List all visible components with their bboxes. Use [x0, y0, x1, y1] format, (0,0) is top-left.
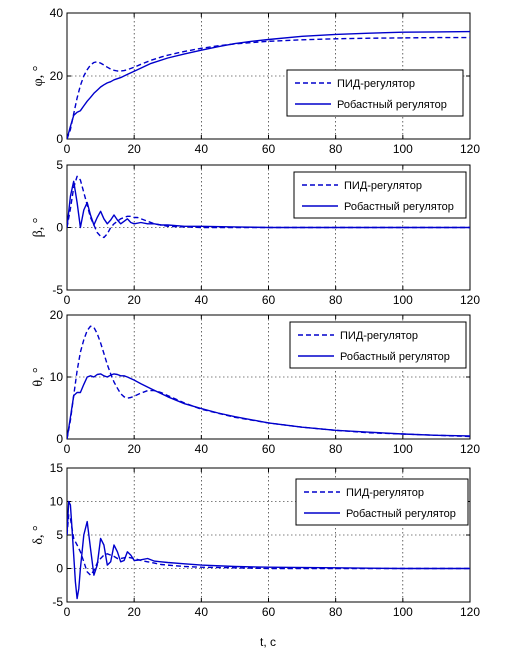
x-tick-label: 20 — [127, 142, 141, 156]
x-tick-label: 120 — [460, 442, 480, 456]
y-tick-label: 0 — [56, 432, 63, 446]
legend-entry: ПИД-регулятор — [346, 487, 424, 499]
x-tick-label: 20 — [127, 442, 141, 456]
y-axis-label: δ, ° — [31, 525, 46, 544]
x-tick-label: 100 — [393, 442, 413, 456]
legend-box — [286, 69, 464, 117]
legend-entry: Робастный регулятор — [337, 99, 447, 111]
legend: ПИД-регулятор Робастный регулятор — [293, 171, 467, 219]
legend-box — [295, 478, 469, 526]
x-tick-label: 20 — [127, 605, 141, 619]
x-tick-label: 100 — [393, 293, 413, 307]
y-axis-label: θ, ° — [31, 367, 46, 386]
x-tick-label: 40 — [195, 442, 209, 456]
y-tick-label: 0 — [56, 132, 63, 146]
y-tick-label: 10 — [50, 370, 64, 384]
series-line-robust — [67, 30, 470, 139]
y-axis-label: β, ° — [31, 218, 46, 238]
legend-entry: ПИД-регулятор — [337, 78, 415, 90]
series-line-robust — [67, 500, 470, 600]
x-tick-label: 40 — [195, 605, 209, 619]
y-tick-label: 20 — [50, 69, 64, 83]
chart-panel-3: 0 20 40 60 80 100 120 0 10 20 θ, ° ПИД-регулятор Роб… — [31, 308, 480, 456]
x-tick-label: 60 — [262, 442, 276, 456]
x-tick-label: 60 — [262, 142, 276, 156]
y-tick-label: 15 — [50, 461, 64, 475]
legend-entry: ПИД-регулятор — [340, 330, 418, 342]
x-tick-label: 40 — [195, 142, 209, 156]
legend: ПИД-регулятор Робастный регулятор — [295, 478, 469, 526]
x-tick-label: 120 — [460, 293, 480, 307]
legend: ПИД-регулятор Робастный регулятор — [286, 69, 464, 117]
series-line-pid — [67, 514, 470, 576]
x-tick-label: 0 — [64, 293, 71, 307]
legend-entry: Робастный регулятор — [346, 508, 456, 520]
x-tick-label: 80 — [329, 293, 343, 307]
y-axis-label: φ, ° — [31, 66, 46, 87]
x-tick-label: 40 — [195, 293, 209, 307]
x-tick-label: 120 — [460, 142, 480, 156]
y-tick-label: 0 — [56, 562, 63, 576]
series-line-pid — [67, 36, 470, 139]
x-tick-label: 80 — [329, 442, 343, 456]
series-line-robust — [67, 373, 470, 439]
y-tick-label: 20 — [50, 308, 64, 322]
legend-box — [289, 321, 467, 369]
x-tick-label: 80 — [329, 605, 343, 619]
x-tick-label: 0 — [64, 605, 71, 619]
y-tick-label: -5 — [52, 595, 63, 609]
x-tick-label: 120 — [460, 605, 480, 619]
legend-entry: Робастный регулятор — [340, 351, 450, 363]
y-tick-label: 0 — [56, 221, 63, 235]
x-tick-label: 60 — [262, 293, 276, 307]
x-tick-label: 0 — [64, 142, 71, 156]
x-tick-label: 80 — [329, 142, 343, 156]
y-tick-label: 5 — [56, 528, 63, 542]
x-tick-label: 20 — [127, 293, 141, 307]
x-tick-label: 100 — [393, 605, 413, 619]
legend-box — [293, 171, 467, 219]
y-tick-label: 5 — [56, 158, 63, 172]
x-axis-label: t, c — [260, 635, 276, 649]
legend-entry: Робастный регулятор — [344, 201, 454, 213]
legend-entry: ПИД-регулятор — [344, 180, 422, 192]
series-line-robust — [67, 180, 470, 229]
y-tick-label: -5 — [52, 283, 63, 297]
x-tick-label: 60 — [262, 605, 276, 619]
chart-panel-1: 0 20 40 60 80 100 120 0 20 40 φ, ° ПИД-регулятор Роб… — [31, 6, 480, 156]
legend: ПИД-регулятор Робастный регулятор — [289, 321, 467, 369]
y-tick-label: 40 — [50, 6, 64, 20]
y-tick-label: 10 — [50, 495, 64, 509]
x-tick-label: 0 — [64, 442, 71, 456]
x-tick-label: 100 — [393, 142, 413, 156]
